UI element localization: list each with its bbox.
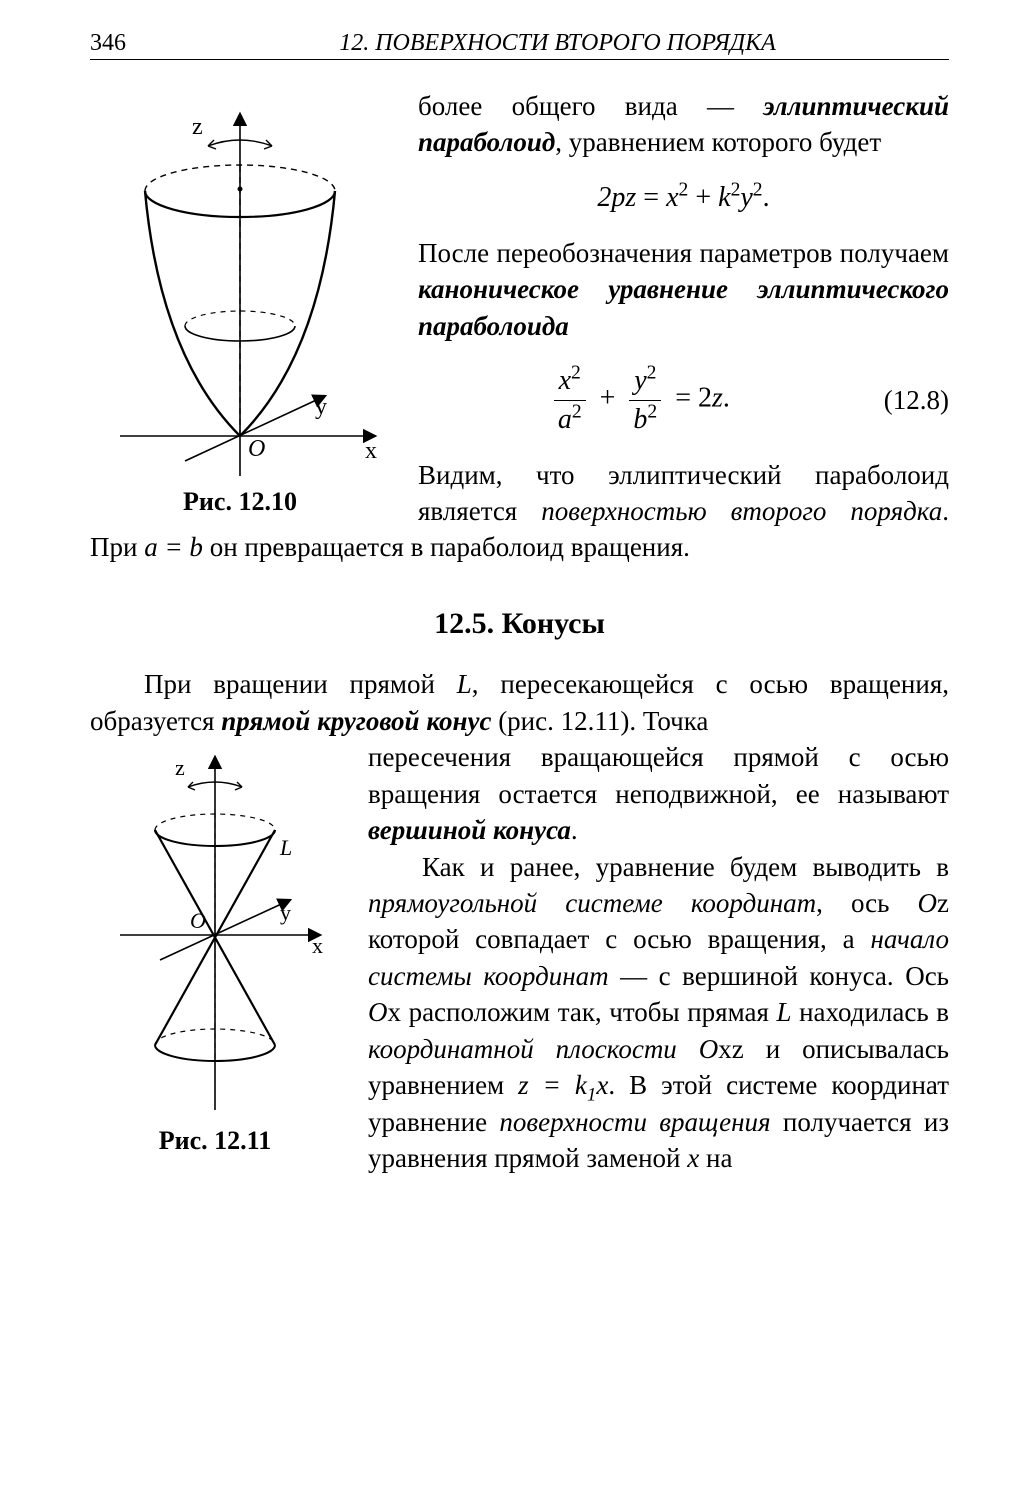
term-rectangular-system: прямоугольной системе координат — [368, 888, 816, 918]
inline-L-2: L — [777, 997, 792, 1027]
para5-a: пересечения вращающейся прямой с осью вр… — [368, 742, 949, 808]
para4-a: При вращении прямой — [144, 669, 457, 699]
inline-Oz-O: O — [918, 888, 938, 918]
figure-12-10-caption: Рис. 12.10 — [90, 484, 390, 519]
equation-12-8: x2a2 + y2b2 = 2z. — [418, 362, 866, 439]
para4: При вращении прямой L, пересекающейся с … — [90, 666, 949, 739]
para1-c: , уравнением ко­торого будет — [555, 127, 881, 157]
paraboloid-diagram: z x y O — [90, 96, 390, 476]
equation-12-8-number: (12.8) — [866, 382, 949, 418]
running-head: 346 12. ПОВЕРХНОСТИ ВТОРОГО ПОРЯДКА — [90, 30, 949, 60]
section-12-5-title: 12.5. Конусы — [90, 604, 949, 645]
y-label: y — [315, 394, 327, 420]
inline-L: L — [457, 669, 472, 699]
figure-12-11-caption: Рис. 12.11 — [90, 1123, 340, 1158]
para5-c: . — [571, 815, 578, 845]
inline-Oxz-O: O — [699, 1034, 719, 1064]
inline-Oz-z: z — [937, 888, 949, 918]
term-right-circular-cone: прямой круговой конус — [221, 706, 491, 736]
x-label: x — [365, 438, 377, 464]
inline-z-eq-k1x: z = k1x — [518, 1070, 608, 1100]
page: 346 12. ПОВЕРХНОСТИ ВТОРОГО ПОРЯДКА — [0, 0, 1019, 1217]
inline-Oxz-xz: xz — [718, 1034, 743, 1064]
inline-a-eq-b: a = b — [144, 532, 203, 562]
cone-diagram: z x y O L — [90, 745, 340, 1115]
y-label-2: y — [280, 900, 291, 925]
body: z x y O Рис. 12.10 более общего вида — э… — [90, 88, 949, 1177]
x-label-2: x — [312, 933, 323, 958]
figure-12-11: z x y O L Рис. 12.11 — [90, 745, 340, 1158]
inline-Ox-O: O — [368, 997, 388, 1027]
para6-a: Как и ранее, уравнение будем выводить в — [422, 852, 949, 882]
para6-k: находилась в — [792, 997, 949, 1027]
term-second-order-surface: поверхностью вто­рого порядка — [541, 496, 942, 526]
term-cone-vertex: вершиной конуса — [368, 815, 571, 845]
para6-i: расположим так, что­бы прямая — [401, 997, 777, 1027]
generator-label: L — [279, 835, 292, 860]
para6-u: на — [699, 1143, 732, 1173]
para6-c: , ось — [816, 888, 917, 918]
para6-g: — с верши­ной конуса. Ось — [609, 961, 949, 991]
para2-a: После переобозначения параметров получае… — [418, 238, 949, 268]
term-surface-of-revolution: поверхности вращения — [499, 1107, 770, 1137]
inline-Ox-x: x — [388, 997, 402, 1027]
figure-12-10: z x y O Рис. 12.10 — [90, 96, 390, 519]
term-coord-plane: координатной плоскости — [368, 1034, 699, 1064]
page-number: 346 — [90, 30, 166, 57]
para1-a: более общего вида — — [418, 91, 763, 121]
inline-x: x — [687, 1143, 699, 1173]
origin-label-2: O — [190, 908, 206, 933]
origin-label: O — [248, 436, 265, 462]
running-title: 12. ПОВЕРХНОСТИ ВТОРОГО ПОРЯДКА — [166, 30, 949, 57]
para3-e: он превращается в параболоид вра­щения. — [203, 532, 690, 562]
term-canonical-equation: каноническое уравне­ние эллиптического п… — [418, 274, 949, 340]
z-label-2: z — [175, 755, 185, 780]
para4-e: (рис. 12.11). Точка — [491, 706, 708, 736]
z-label: z — [192, 114, 203, 140]
equation-12-8-row: x2a2 + y2b2 = 2z. (12.8) — [418, 344, 949, 457]
para6-e: которой совпадает с осью вращения, а — [368, 924, 870, 954]
